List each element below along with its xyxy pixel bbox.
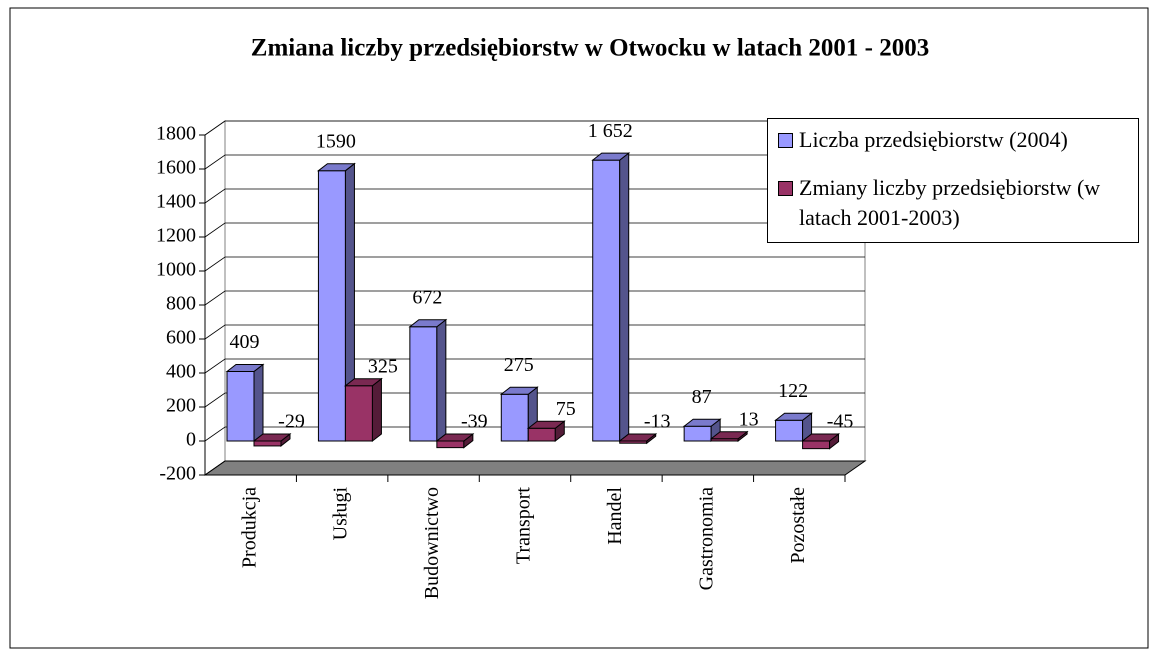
data-label: 87 (692, 386, 712, 408)
legend-label: Liczba przedsiębiorstw (2004) (799, 127, 1068, 152)
bar (225, 363, 265, 443)
y-tick-label: 800 (166, 293, 196, 315)
y-tick-label: 1400 (156, 191, 196, 213)
bar (435, 432, 475, 449)
grid-line (204, 256, 865, 272)
bar (526, 420, 566, 443)
grid-line (204, 426, 865, 442)
y-tick-label: 1800 (156, 123, 196, 145)
bar (343, 377, 383, 443)
grid-line (204, 120, 865, 136)
bar-front (500, 393, 529, 442)
x-tick-label: Produkcja (238, 487, 260, 568)
bar-side (253, 363, 264, 443)
legend-swatch (778, 133, 793, 148)
data-label: -29 (278, 411, 305, 433)
bar-side (436, 318, 447, 443)
bar (774, 412, 814, 443)
grid-line (204, 324, 865, 340)
bar-top (343, 378, 383, 387)
x-tick-label: Handel (604, 487, 626, 545)
legend-entry: Liczba przedsiębiorstw (2004) (776, 125, 1130, 155)
y-tick-label: 1200 (156, 225, 196, 247)
bar (618, 432, 658, 445)
data-label: -13 (644, 411, 671, 433)
bar-top (682, 418, 722, 427)
data-label: 75 (556, 398, 576, 420)
data-label: -39 (461, 411, 488, 433)
chart-title: Zmiana liczby przedsiębiorstw w Otwocku … (251, 35, 929, 62)
bar-top (316, 163, 356, 172)
bar-top (252, 433, 292, 442)
x-tick-label: Budownictwo (421, 487, 443, 599)
bar-side (371, 377, 382, 443)
bar-side (619, 152, 630, 443)
data-label: 325 (368, 355, 398, 377)
bar-front (253, 440, 282, 447)
data-label: 1 652 (588, 120, 633, 142)
x-tick-label: Gastronomia (695, 487, 717, 590)
bar-front (409, 326, 438, 442)
bar-top (618, 433, 658, 442)
data-label: -45 (827, 411, 854, 433)
x-tick-label: Usługi (330, 487, 352, 541)
legend-entry: Zmiany liczby przedsiębiorstw (w latach … (776, 173, 1130, 233)
floor (203, 460, 867, 476)
data-label: 275 (504, 354, 534, 376)
bar (408, 318, 448, 443)
bar-top (709, 431, 749, 440)
bar-front (683, 425, 712, 442)
bar-front (775, 419, 804, 442)
bar-front (527, 427, 556, 442)
y-tick-label: -200 (159, 463, 196, 485)
data-label: 1590 (316, 130, 356, 152)
x-tick-label: Pozostałe (787, 487, 809, 564)
bar-top (591, 152, 631, 161)
grid-line (204, 188, 865, 204)
grid-line (204, 222, 865, 238)
bar-top (225, 363, 265, 372)
bar-front (226, 370, 255, 442)
bar-front (317, 170, 346, 442)
bar (709, 430, 749, 443)
grid-line (204, 358, 865, 374)
data-label: 122 (778, 380, 808, 402)
bar-front (344, 385, 373, 442)
legend-swatch (778, 181, 793, 196)
bar-top (801, 433, 841, 442)
bar-front (436, 440, 465, 449)
legend-label: Zmiany liczby przedsiębiorstw (w latach … (799, 175, 1101, 230)
bar (252, 432, 292, 447)
bar-front (592, 159, 621, 442)
bar-front (802, 440, 831, 450)
x-tick-label: Transport (513, 487, 535, 564)
grid-line (204, 460, 865, 476)
legend: Liczba przedsiębiorstw (2004) Zmiany licz… (767, 118, 1139, 243)
bar-top (774, 412, 814, 421)
bar (801, 432, 841, 450)
data-label: 13 (739, 408, 759, 430)
bar-top (499, 386, 539, 395)
grid-line (204, 154, 865, 170)
bar (316, 162, 356, 443)
bar-top (526, 420, 566, 429)
bar-top (435, 433, 475, 442)
y-tick-label: 200 (166, 395, 196, 417)
grid-line (204, 392, 865, 408)
y-tick-label: 400 (166, 361, 196, 383)
bar-top (408, 319, 448, 328)
y-tick-label: 0 (186, 429, 196, 451)
y-tick-label: 1600 (156, 157, 196, 179)
y-tick-label: 1000 (156, 259, 196, 281)
data-label: 409 (230, 331, 260, 353)
data-label: 672 (412, 286, 442, 308)
y-tick-label: 600 (166, 327, 196, 349)
bar (591, 152, 631, 443)
grid-line (204, 290, 865, 306)
